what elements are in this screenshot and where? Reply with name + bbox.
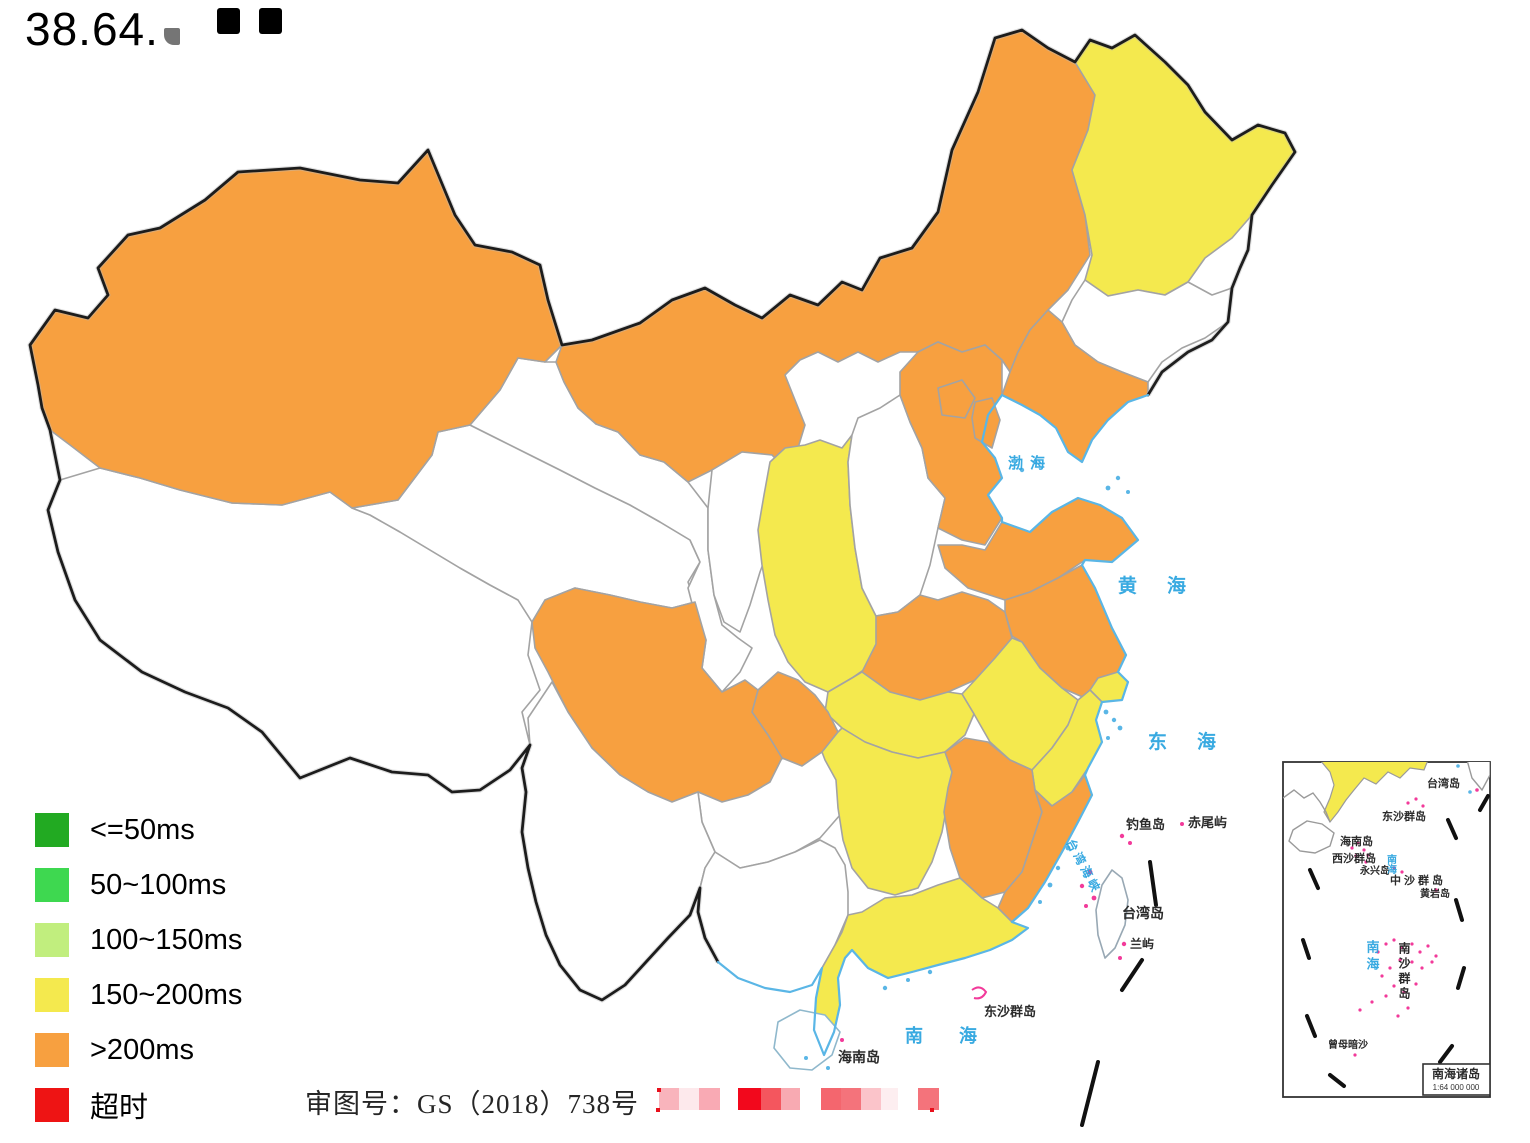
inset-label-nanhai-upper: 南海 bbox=[1385, 853, 1397, 875]
watermark-cell bbox=[898, 1088, 918, 1110]
province-beijing[interactable] bbox=[937, 379, 976, 419]
watermark-cell bbox=[918, 1088, 939, 1110]
inset-label-taiwandao: 台湾岛 bbox=[1427, 776, 1460, 790]
legend-swatch bbox=[35, 1088, 69, 1122]
redaction-box bbox=[216, 8, 240, 34]
legend: <=50ms 50~100ms 100~150ms 150~200ms >200ms 超时 bbox=[35, 813, 242, 1143]
coastal-islets bbox=[804, 460, 1130, 1070]
map-approval-number: 审图号：GS（2018）738号 bbox=[305, 1089, 640, 1119]
inset-box-scale: 1:64 000 000 bbox=[1433, 1083, 1480, 1092]
inset-hainan bbox=[1288, 820, 1335, 854]
redaction-box bbox=[163, 28, 180, 45]
inset-islets bbox=[1350, 797, 1438, 1057]
inset-label-xisha: 西沙群岛 bbox=[1332, 851, 1376, 865]
legend-swatch bbox=[35, 1033, 69, 1067]
inset-taiwan bbox=[1466, 762, 1490, 792]
province-heilongjiang[interactable] bbox=[1071, 34, 1296, 297]
sea-label-bohai: 渤海 bbox=[1008, 454, 1052, 472]
watermark-cell bbox=[841, 1088, 861, 1110]
legend-item: >200ms bbox=[35, 1033, 242, 1067]
watermark-cell bbox=[781, 1088, 800, 1110]
watermark-tick bbox=[656, 1108, 660, 1112]
ip-text: 38.64. bbox=[25, 3, 159, 55]
island-label-lanyu: 兰屿 bbox=[1130, 936, 1154, 951]
legend-item: 150~200ms bbox=[35, 978, 242, 1012]
legend-label: 50~100ms bbox=[90, 868, 227, 901]
page-title: 38.64. bbox=[25, 2, 282, 56]
sea-label-nanhai: 南海 bbox=[905, 1025, 1013, 1046]
inset-coast bbox=[1283, 789, 1331, 823]
inset-label-nansha: 南沙群岛 bbox=[1397, 941, 1411, 1002]
inset-label-huangyandao: 黄岩岛 bbox=[1420, 887, 1450, 900]
island-label-dongsha: 东沙群岛 bbox=[984, 1004, 1036, 1019]
legend-label: 100~150ms bbox=[90, 923, 243, 956]
watermark-tick bbox=[930, 1108, 934, 1112]
provinces-layer bbox=[29, 29, 1296, 1071]
watermark-tick bbox=[657, 1088, 661, 1092]
sea-label-donghai: 东海 bbox=[1148, 730, 1246, 753]
inset-dashes bbox=[1301, 794, 1490, 1088]
island-label-chiweiyu: 赤尾屿 bbox=[1188, 815, 1227, 830]
watermark-cell bbox=[761, 1088, 781, 1110]
watermark-cell bbox=[679, 1088, 699, 1110]
inset-frame bbox=[1282, 761, 1491, 1098]
sea-label-huanghai: 黄海 bbox=[1118, 574, 1216, 597]
watermark-cell bbox=[821, 1088, 841, 1110]
watermark-cell bbox=[861, 1088, 881, 1110]
island-label-diaoyudao: 钓鱼岛 bbox=[1126, 817, 1165, 832]
inset-label-dongsha: 东沙群岛 bbox=[1382, 809, 1426, 823]
pink-islets bbox=[840, 822, 1184, 1042]
watermark-cell bbox=[720, 1088, 738, 1110]
inset-box-title: 南海诸岛 bbox=[1432, 1066, 1480, 1081]
watermark-cell bbox=[881, 1088, 898, 1110]
coastline bbox=[716, 393, 1150, 1057]
inset-guangdong bbox=[1320, 762, 1428, 824]
legend-label: 超时 bbox=[90, 1092, 149, 1124]
legend-swatch bbox=[35, 868, 69, 902]
legend-item: 50~100ms bbox=[35, 868, 242, 902]
sea-label-taiwan-strait: 台湾海峡 bbox=[1063, 836, 1104, 896]
legend-item: 超时 bbox=[35, 1088, 242, 1124]
province-inner-mongolia[interactable] bbox=[555, 29, 1096, 483]
inset-label-zhongsha: 中沙群岛 bbox=[1390, 873, 1446, 887]
province-hunan[interactable] bbox=[821, 727, 953, 896]
legend-label: 150~200ms bbox=[90, 978, 243, 1011]
legend-item: <=50ms bbox=[35, 813, 242, 847]
legend-label: <=50ms bbox=[90, 813, 195, 846]
watermark-cell bbox=[699, 1088, 720, 1110]
national-border bbox=[28, 28, 1297, 1002]
redaction-box bbox=[258, 8, 282, 34]
watermark-cell bbox=[659, 1088, 679, 1110]
inset-label-nanhai-lower: 南海 bbox=[1365, 939, 1380, 974]
watermark-cell bbox=[800, 1088, 821, 1110]
island-label-taiwandao: 台湾岛 bbox=[1122, 905, 1164, 921]
south-china-sea-inset: 台湾岛 东沙群岛 海南岛 西沙群岛 永兴岛 中沙群岛 黄岩岛 南沙群岛 曾母暗沙… bbox=[1282, 761, 1491, 1098]
redacted-watermark bbox=[659, 1088, 939, 1110]
inset-label-zengmu: 曾母暗沙 bbox=[1328, 1038, 1368, 1051]
sea-boundary-dashes bbox=[1080, 860, 1158, 1127]
watermark-cell bbox=[738, 1088, 761, 1110]
inset-label-yongxingdao: 永兴岛 bbox=[1359, 864, 1390, 877]
legend-item: 100~150ms bbox=[35, 923, 242, 957]
legend-swatch bbox=[35, 813, 69, 847]
inset-label-hainandao: 海南岛 bbox=[1340, 834, 1373, 848]
legend-swatch bbox=[35, 923, 69, 957]
island-label-hainandao: 海南岛 bbox=[838, 1049, 880, 1065]
province-taiwan[interactable] bbox=[1095, 869, 1129, 959]
inset-scale-box bbox=[1422, 1063, 1490, 1096]
legend-label: >200ms bbox=[90, 1033, 194, 1066]
legend-swatch bbox=[35, 978, 69, 1012]
